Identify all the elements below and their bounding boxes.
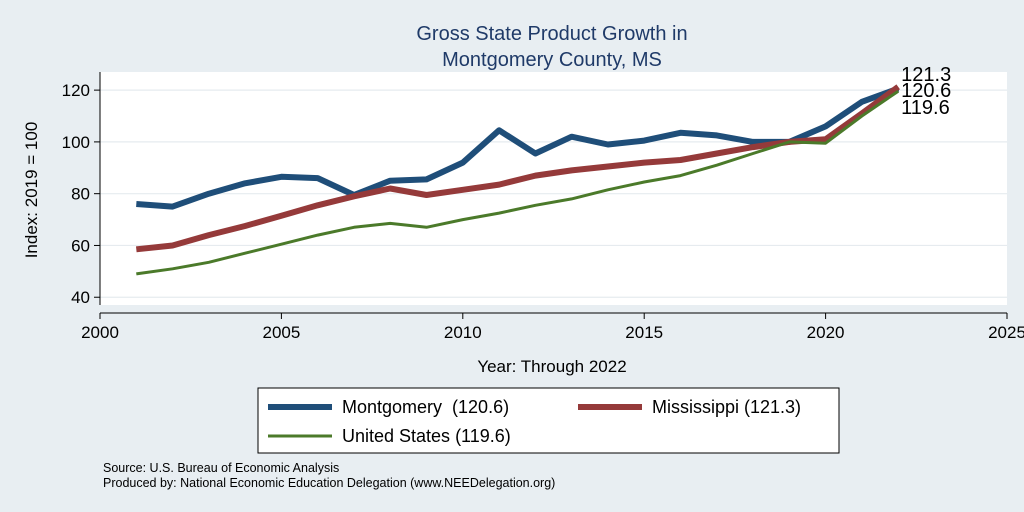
x-tick-label-2010: 2010 xyxy=(444,323,482,342)
x-tick-label-2000: 2000 xyxy=(81,323,119,342)
series-layer xyxy=(135,84,900,276)
y-axis-title: Index: 2019 = 100 xyxy=(22,122,41,259)
x-tick-label-2015: 2015 xyxy=(625,323,663,342)
end-label-2: 119.6 xyxy=(901,97,950,119)
legend-label-united-states: United States (119.6) xyxy=(342,426,511,446)
legend-box xyxy=(257,387,840,454)
x-tick-label-2005: 2005 xyxy=(262,323,300,342)
legend: Montgomery (120.6) Mississippi (121.3) U… xyxy=(257,387,840,454)
x-tick-label-2025: 2025 xyxy=(988,323,1024,342)
chart-title-line-1: Gross State Product Growth in xyxy=(416,23,687,45)
legend-label-mississippi: Mississippi (121.3) xyxy=(652,397,801,417)
end-label-0: 121.3 xyxy=(901,64,951,86)
series-line-mississippi xyxy=(135,84,900,253)
y-tick-label-80: 80 xyxy=(71,185,90,204)
source-note: Source: U.S. Bureau of Economic Analysis xyxy=(103,461,339,475)
chart-title-line-2: Montgomery County, MS xyxy=(442,49,662,71)
x-axis-title: Year: Through 2022 xyxy=(477,357,626,376)
series-line-united-states xyxy=(136,89,900,276)
produced-by-note: Produced by: National Economic Education… xyxy=(103,476,555,490)
plot-area xyxy=(100,72,1007,305)
y-tick-label-120: 120 xyxy=(62,81,90,100)
end-label-1: 120.6 xyxy=(901,80,951,102)
axes: 40 60 80 100 120 2000 2005 2010 2015 2020 2025 xyxy=(62,72,1024,342)
y-tick-label-40: 40 xyxy=(71,288,90,307)
y-tick-label-100: 100 xyxy=(62,133,90,152)
legend-label-montgomery: Montgomery (120.6) xyxy=(342,397,509,417)
x-tick-label-2020: 2020 xyxy=(807,323,845,342)
y-tick-label-60: 60 xyxy=(71,236,90,255)
